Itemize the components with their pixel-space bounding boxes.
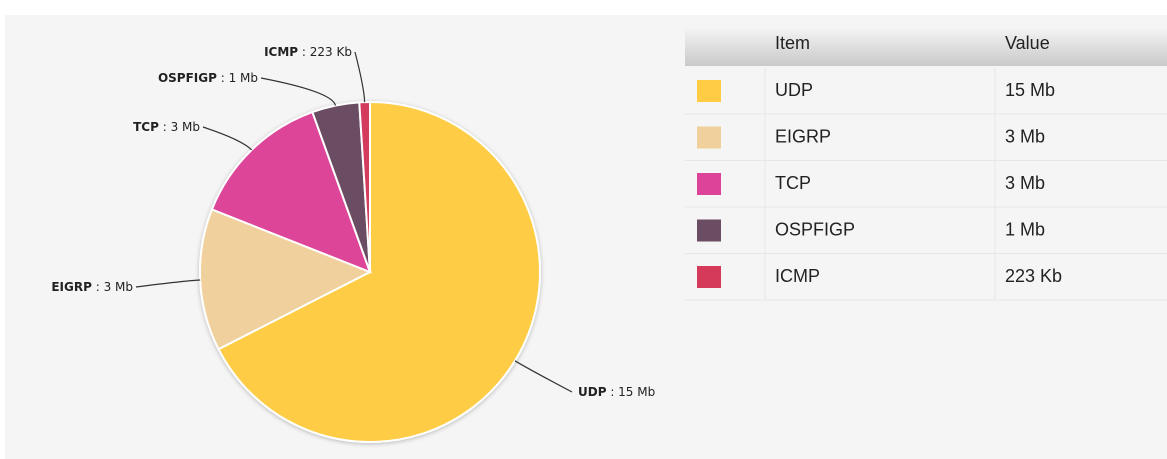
leader-line bbox=[202, 126, 253, 151]
legend-swatch bbox=[697, 219, 721, 242]
leader-line bbox=[135, 279, 201, 288]
leader-line bbox=[514, 360, 573, 393]
item-cell: EIGRP bbox=[775, 126, 831, 146]
item-cell: OSPFIGP bbox=[775, 219, 855, 239]
legend-swatch bbox=[697, 126, 721, 149]
slice-label-name: UDP bbox=[578, 385, 607, 399]
value-cell: 1 Mb bbox=[1005, 219, 1045, 239]
table-header bbox=[685, 28, 1167, 66]
value-cell: 15 Mb bbox=[1005, 80, 1055, 100]
item-cell: ICMP bbox=[775, 266, 820, 286]
legend-swatch bbox=[697, 80, 721, 102]
separator: : bbox=[298, 45, 310, 59]
legend-swatch bbox=[697, 173, 721, 195]
slice-label-name: OSPFIGP bbox=[158, 71, 217, 85]
separator: : bbox=[607, 385, 619, 399]
header-item: Item bbox=[775, 33, 810, 53]
panel bbox=[5, 15, 1167, 459]
slice-label: TCP : 3 Mb bbox=[133, 120, 200, 134]
separator: : bbox=[92, 280, 104, 294]
slice-label-name: TCP bbox=[133, 120, 159, 134]
value-cell: 3 Mb bbox=[1005, 173, 1045, 193]
value-cell: 3 Mb bbox=[1005, 126, 1045, 146]
pie bbox=[199, 100, 541, 443]
slice-label: OSPFIGP : 1 Mb bbox=[158, 71, 258, 85]
slice-label-name: ICMP bbox=[264, 45, 298, 59]
pie-slice bbox=[358, 100, 371, 273]
item-cell: UDP bbox=[775, 80, 813, 100]
slice-label-value: 3 Mb bbox=[104, 280, 133, 294]
slice-label-value: 1 Mb bbox=[229, 71, 258, 85]
slice-label-name: EIGRP bbox=[51, 280, 92, 294]
slice-label: UDP : 15 Mb bbox=[578, 385, 655, 399]
header-value: Value bbox=[1005, 33, 1050, 53]
leader-line bbox=[354, 51, 366, 103]
slice-label: ICMP : 223 Kb bbox=[264, 45, 352, 59]
separator: : bbox=[217, 71, 229, 85]
value-cell: 223 Kb bbox=[1005, 266, 1062, 286]
slice-label-value: 223 Kb bbox=[310, 45, 352, 59]
slice-label-value: 3 Mb bbox=[171, 120, 200, 134]
separator: : bbox=[159, 120, 171, 134]
slice-label: EIGRP : 3 Mb bbox=[51, 280, 133, 294]
legend-swatch bbox=[697, 266, 721, 288]
leader-line bbox=[260, 77, 337, 106]
pie-slice bbox=[217, 100, 541, 443]
item-cell: TCP bbox=[775, 173, 811, 193]
slice-label-value: 15 Mb bbox=[618, 385, 655, 399]
